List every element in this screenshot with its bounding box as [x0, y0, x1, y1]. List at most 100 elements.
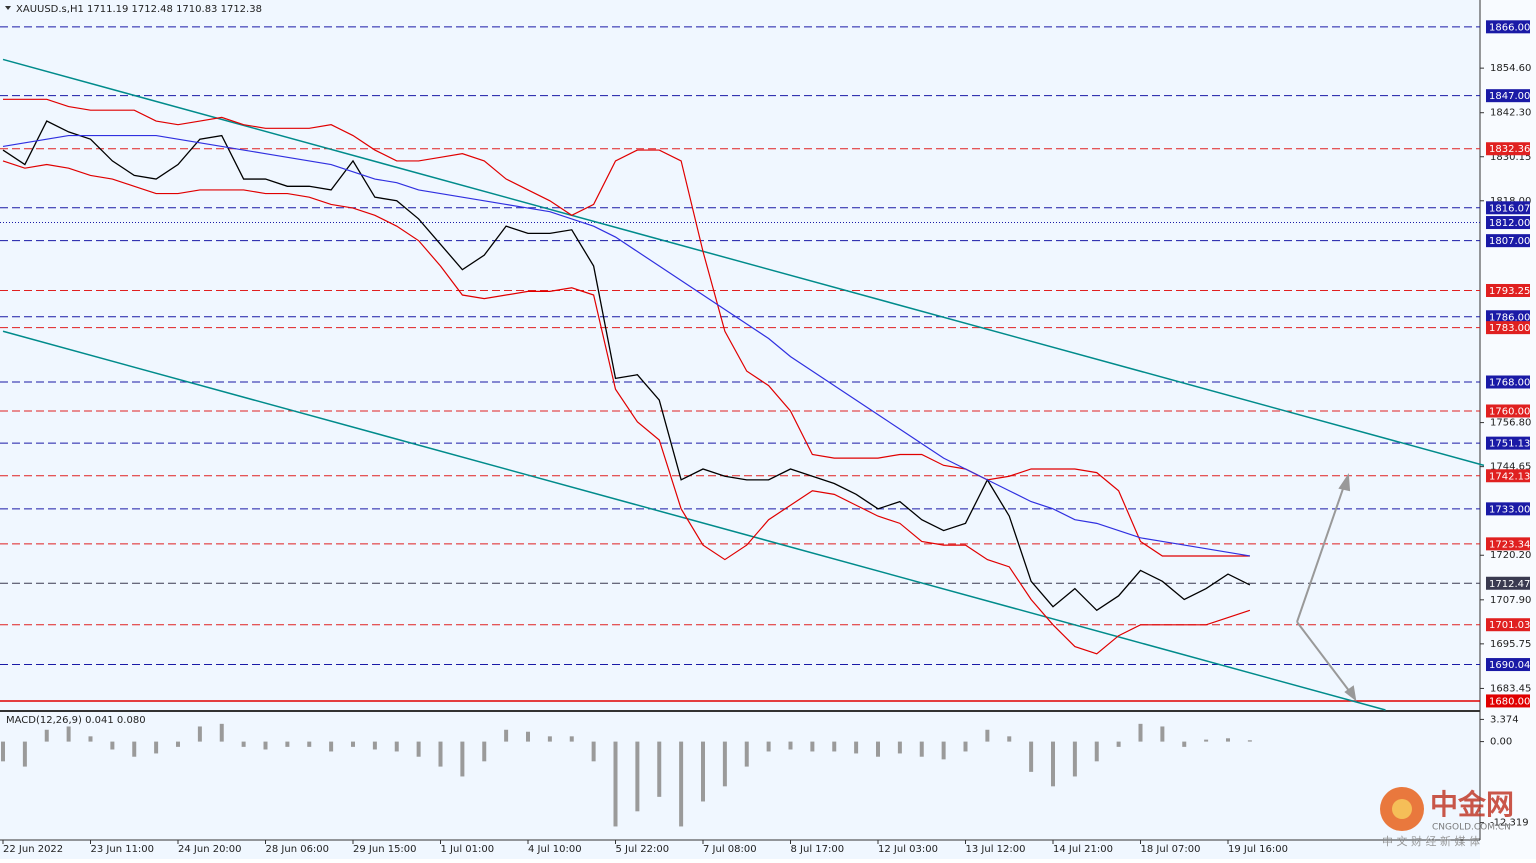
level-label: 1786.00 — [1489, 312, 1530, 323]
level-label-box — [1486, 375, 1530, 389]
level-label-box — [1486, 321, 1530, 335]
y-tick-label: 3.374 — [1490, 714, 1519, 725]
macd-bar — [329, 741, 334, 752]
macd-bar — [876, 741, 880, 757]
level-label: 1783.00 — [1489, 323, 1530, 334]
y-tick-label: 0.00 — [1490, 737, 1512, 748]
y-tick-label: 1707.90 — [1490, 595, 1531, 606]
watermark-site: CNGOLD.COM.CN — [1432, 823, 1511, 833]
level-label-box — [1486, 283, 1530, 297]
x-tick-label: 19 Jul 16:00 — [1228, 844, 1288, 855]
macd-bar — [351, 741, 355, 747]
y-tick-label: 1744.65 — [1490, 462, 1531, 473]
level-label-box — [1486, 502, 1530, 516]
level-label: 1742.13 — [1489, 471, 1530, 482]
macd-bar — [241, 741, 246, 747]
macd-bar — [1072, 741, 1077, 777]
macd-bar — [919, 741, 924, 757]
macd-bar — [394, 741, 399, 752]
price-line — [2, 120, 1251, 612]
macd-bar — [613, 741, 618, 827]
macd-bar — [285, 741, 290, 747]
x-tick-label: 7 Jul 08:00 — [703, 844, 757, 855]
logo-inner — [1392, 799, 1412, 819]
level-label-box — [1486, 234, 1530, 248]
y-tick-label: 1683.45 — [1490, 683, 1531, 694]
level-label: 1751.13 — [1489, 439, 1530, 450]
macd-bar — [1116, 741, 1121, 747]
watermark-slogan: 中 文 财 经 新 媒 体 — [1382, 834, 1480, 848]
macd-bar — [482, 741, 487, 762]
macd-bar — [44, 729, 49, 742]
level-label-box — [1486, 618, 1530, 632]
macd-bar — [307, 741, 312, 747]
level-label-box — [1486, 216, 1530, 230]
y-tick-label: 1842.30 — [1490, 108, 1531, 119]
x-tick-label: 4 Jul 10:00 — [528, 844, 582, 855]
macd-bar — [832, 741, 837, 752]
macd-bar — [504, 729, 509, 742]
y-tick-label: 1695.75 — [1490, 639, 1531, 650]
level-label: 1793.25 — [1489, 286, 1530, 297]
x-tick-label: 8 Jul 17:00 — [791, 844, 845, 855]
macd-bar — [1226, 738, 1230, 742]
x-tick-label: 14 Jul 21:00 — [1053, 844, 1113, 855]
indicator-line — [2, 134, 1250, 557]
level-label: 1807.00 — [1489, 236, 1530, 247]
macd-bar — [788, 741, 793, 750]
macd-bar — [657, 741, 662, 797]
macd-bar — [110, 741, 115, 750]
level-label-box — [1486, 404, 1530, 418]
level-label: 1760.00 — [1489, 406, 1530, 417]
macd-bar — [526, 731, 530, 742]
menu-icon — [5, 6, 11, 10]
watermark: 中金网 CNGOLD.COM.CN 中 文 财 经 新 媒 体 — [1380, 787, 1514, 848]
trendline — [2, 58, 1485, 467]
x-tick-label: 1 Jul 01:00 — [441, 844, 495, 855]
level-label: 1866.00 — [1489, 22, 1530, 33]
y-tick-label: 1720.20 — [1490, 550, 1531, 561]
macd-bar — [1204, 739, 1209, 742]
level-label: 1847.00 — [1489, 91, 1530, 102]
macd-bar — [941, 741, 946, 760]
macd-bar — [1, 741, 5, 762]
x-tick-label: 12 Jul 03:00 — [878, 844, 938, 855]
level-label: 1816.07 — [1489, 203, 1530, 214]
y-tick-label: 1830.15 — [1490, 152, 1531, 163]
symbol-header: XAUUSD.s,H1 1711.19 1712.48 1710.83 1712… — [16, 4, 262, 15]
level-label-box — [1486, 576, 1530, 590]
price-axis-area — [1480, 0, 1536, 859]
x-tick-label: 23 Jun 11:00 — [91, 844, 155, 855]
macd-bar — [897, 741, 902, 754]
y-tick-label: 1854.60 — [1490, 63, 1531, 74]
macd-bar — [722, 741, 727, 787]
macd-bar — [416, 741, 421, 757]
level-label: 1712.47 — [1489, 579, 1530, 590]
x-tick-label: 13 Jul 12:00 — [966, 844, 1026, 855]
macd-bar — [810, 741, 815, 752]
macd-bar — [154, 741, 159, 754]
level-label-box — [1486, 89, 1530, 103]
macd-bar — [263, 741, 268, 750]
level-label: 1733.00 — [1489, 504, 1530, 515]
trendline — [2, 330, 1386, 711]
x-tick-label: 18 Jul 07:00 — [1141, 844, 1201, 855]
level-label: 1680.00 — [1489, 696, 1530, 707]
x-tick-label: 5 Jul 22:00 — [616, 844, 670, 855]
level-label: 1768.00 — [1489, 378, 1530, 389]
macd-bar — [176, 741, 180, 747]
x-tick-label: 29 Jun 15:00 — [353, 844, 417, 855]
macd-bar — [22, 741, 27, 767]
x-tick-label: 28 Jun 06:00 — [266, 844, 330, 855]
plot: 1854.601842.301830.151818.001756.801744.… — [0, 20, 1531, 855]
level-label: 1723.34 — [1489, 539, 1530, 550]
indicator-line — [3, 98, 1250, 557]
level-label: 1690.04 — [1489, 660, 1530, 671]
macd-bar — [219, 723, 224, 742]
level-label-box — [1486, 20, 1530, 34]
indicator-line — [2, 160, 1251, 655]
macd-bar — [547, 736, 552, 742]
